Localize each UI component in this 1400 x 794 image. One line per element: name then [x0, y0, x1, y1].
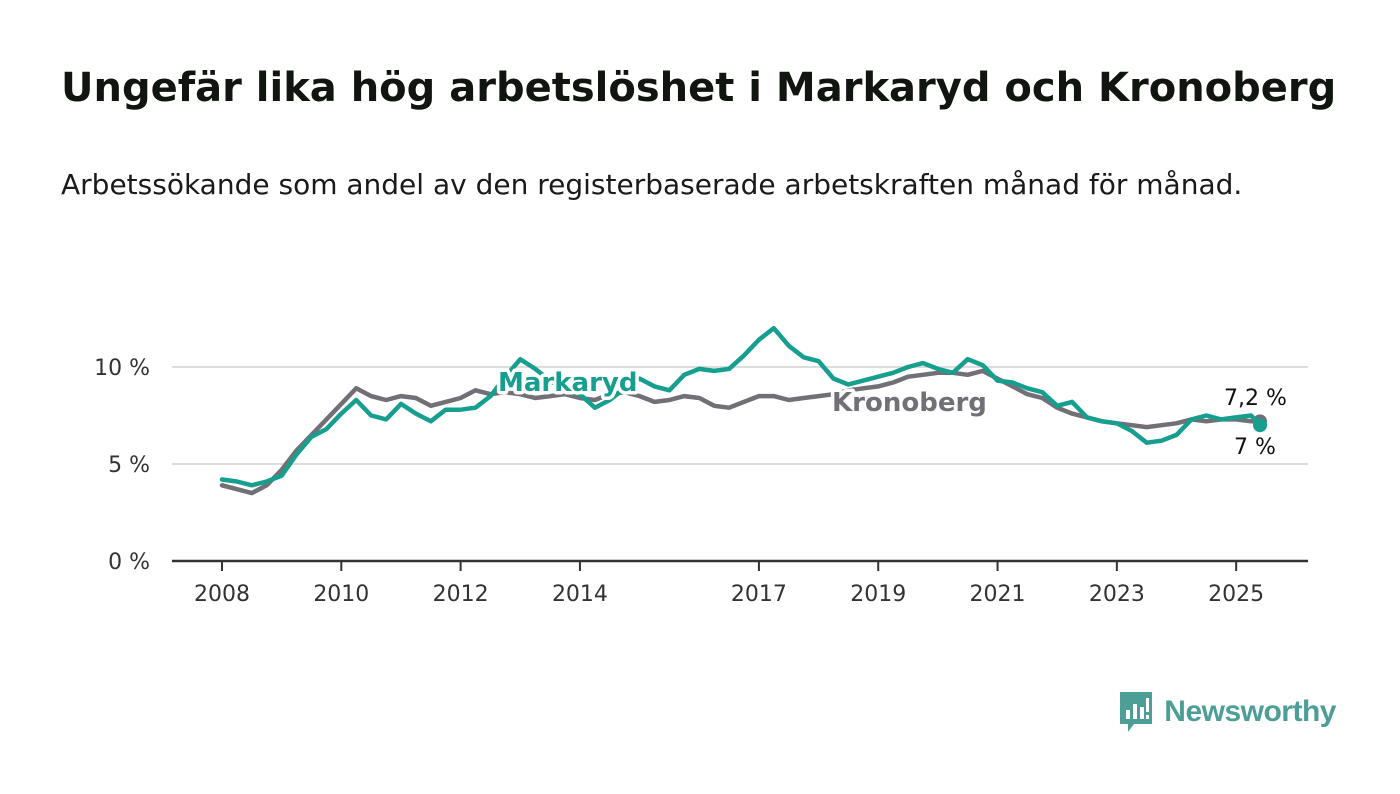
brand: Newsworthy — [1118, 690, 1336, 734]
chart-title: Ungefär lika hög arbetslöshet i Markaryd… — [61, 65, 1337, 111]
series-line-markaryd — [219, 325, 1263, 488]
x-tick-label: 2014 — [552, 582, 608, 607]
y-tick-label: 0 % — [108, 550, 150, 575]
series-lines — [219, 325, 1268, 496]
x-tick-label: 2019 — [850, 582, 906, 607]
series-labels: Markaryd Kronoberg 7,2 % 7 % — [495, 365, 1290, 463]
series-label-kronoberg: Kronoberg — [832, 388, 987, 418]
y-tick-label: 5 % — [108, 453, 150, 478]
chart-subtitle: Arbetssökande som andel av den registerb… — [61, 168, 1243, 201]
y-axis-ticks: 0 % 5 % 10 % — [94, 356, 150, 575]
x-tick-label: 2023 — [1089, 582, 1145, 607]
end-label-markaryd: 7 % — [1234, 435, 1276, 460]
series-label-markaryd: Markaryd — [498, 368, 637, 398]
x-tick-label: 2021 — [970, 582, 1026, 607]
end-point-markaryd — [1253, 418, 1268, 433]
x-tick-label: 2010 — [313, 582, 369, 607]
end-label-kronoberg: 7,2 % — [1224, 386, 1287, 411]
grid-lines — [172, 366, 1308, 563]
x-tick-label: 2025 — [1208, 582, 1264, 607]
x-tick-label: 2012 — [433, 582, 489, 607]
y-tick-label: 10 % — [94, 356, 150, 381]
brand-name: Newsworthy — [1164, 695, 1336, 728]
bar-chart-speech-bubble-icon — [1120, 692, 1153, 732]
x-tick-label: 2017 — [731, 582, 787, 607]
x-axis-ticks: 2008 2010 2012 2014 2017 2019 2021 2023 2025 — [194, 561, 1264, 607]
series-line-kronoberg — [219, 368, 1263, 496]
x-tick-label: 2008 — [194, 582, 250, 607]
